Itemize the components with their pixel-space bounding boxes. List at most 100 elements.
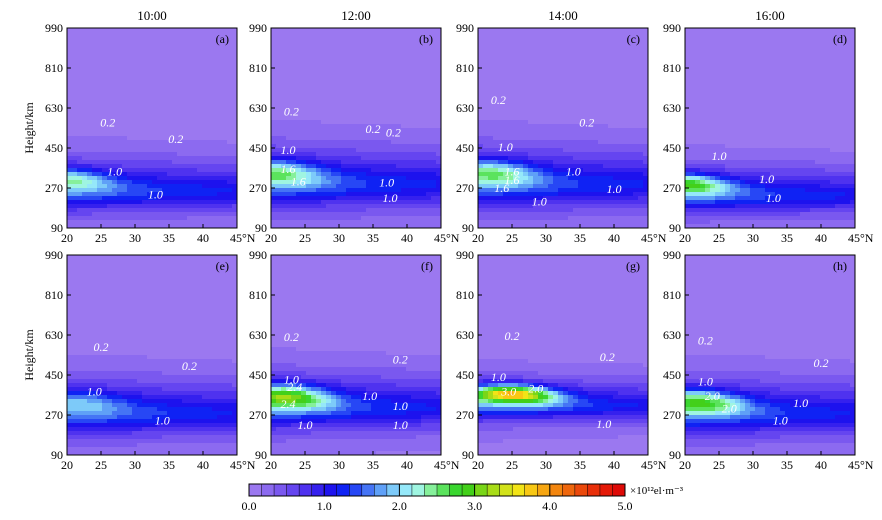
- heat-cell: [222, 192, 228, 197]
- heat-cell: [122, 156, 128, 161]
- heat-cell: [127, 100, 133, 105]
- heat-cell: [222, 44, 228, 49]
- heat-cell: [152, 28, 158, 33]
- heat-cell: [503, 196, 509, 201]
- heat-cell: [311, 52, 317, 57]
- heat-cell: [361, 92, 367, 97]
- heat-cell: [543, 76, 549, 81]
- heat-cell: [588, 96, 594, 101]
- heat-cell: [306, 212, 312, 217]
- heat-cell: [513, 104, 519, 109]
- heat-cell: [227, 204, 233, 209]
- heat-cell: [613, 144, 619, 149]
- heat-cell: [182, 176, 188, 181]
- heat-cell: [401, 44, 407, 49]
- heat-cell: [538, 76, 544, 81]
- heat-cell: [102, 156, 108, 161]
- heat-cell: [578, 128, 584, 133]
- heat-cell: [182, 164, 188, 169]
- heat-cell: [296, 52, 302, 57]
- heat-cell: [598, 160, 604, 165]
- heat-cell: [152, 172, 158, 177]
- heat-cell: [132, 176, 138, 181]
- heat-cell: [112, 144, 118, 149]
- heat-cell: [197, 108, 203, 113]
- heat-cell: [142, 44, 148, 49]
- heat-cell: [488, 76, 494, 81]
- heat-cell: [588, 84, 594, 89]
- heat-cell: [386, 76, 392, 81]
- heat-cell: [112, 168, 118, 173]
- heat-cell: [301, 224, 307, 228]
- heat-cell: [528, 96, 534, 101]
- heat-cell: [598, 200, 604, 205]
- heat-cell: [391, 152, 397, 157]
- heat-cell: [548, 104, 554, 109]
- heat-cell: [411, 116, 417, 121]
- heat-cell: [192, 72, 198, 77]
- heat-cell: [361, 96, 367, 101]
- heat-cell: [401, 104, 407, 109]
- heat-cell: [421, 104, 427, 109]
- heat-cell: [401, 152, 407, 157]
- heat-cell: [416, 132, 422, 137]
- heat-cell: [436, 200, 441, 205]
- heat-cell: [137, 52, 143, 57]
- heat-cell: [426, 180, 432, 185]
- heat-cell: [97, 196, 103, 201]
- heat-cell: [281, 200, 287, 205]
- heat-cell: [321, 156, 327, 161]
- heat-cell: [361, 116, 367, 121]
- heat-cell: [376, 60, 382, 65]
- heat-cell: [518, 92, 524, 97]
- heat-cell: [588, 204, 594, 209]
- heat-cell: [152, 124, 158, 129]
- contour-label: 1.0: [383, 191, 398, 205]
- heat-cell: [598, 72, 604, 77]
- heat-cell: [162, 156, 168, 161]
- heat-cell: [157, 88, 163, 93]
- heat-cell: [411, 144, 417, 149]
- heat-cell: [598, 128, 604, 133]
- heat-cell: [618, 112, 624, 117]
- heat-cell: [72, 36, 78, 41]
- heat-cell: [311, 88, 317, 93]
- heat-cell: [568, 120, 574, 125]
- heat-cell: [361, 64, 367, 69]
- heat-cell: [212, 208, 218, 213]
- heat-cell: [311, 184, 317, 189]
- heat-cell: [187, 164, 193, 169]
- heat-cell: [331, 56, 337, 61]
- heat-cell: [102, 52, 108, 57]
- heat-cell: [643, 68, 648, 73]
- heat-cell: [217, 212, 223, 217]
- heat-cell: [478, 48, 484, 53]
- heat-cell: [371, 216, 377, 221]
- heat-cell: [478, 44, 484, 49]
- heat-cell: [142, 136, 148, 141]
- heat-cell: [613, 184, 619, 189]
- heat-cell: [227, 84, 233, 89]
- heat-cell: [132, 132, 138, 137]
- heat-cell: [603, 188, 609, 193]
- heat-cell: [478, 76, 484, 81]
- heat-cell: [331, 44, 337, 49]
- heat-cell: [376, 68, 382, 73]
- heat-cell: [351, 196, 357, 201]
- heat-cell: [291, 108, 297, 113]
- heat-cell: [366, 44, 372, 49]
- heat-cell: [187, 100, 193, 105]
- heat-cell: [528, 184, 534, 189]
- heat-cell: [137, 168, 143, 173]
- heat-cell: [212, 216, 218, 221]
- heat-cell: [431, 68, 437, 73]
- heat-cell: [406, 140, 412, 145]
- heat-cell: [578, 80, 584, 85]
- heat-cell: [543, 204, 549, 209]
- heat-cell: [386, 56, 392, 61]
- heat-cell: [341, 216, 347, 221]
- heat-cell: [217, 192, 223, 197]
- heat-cell: [331, 48, 337, 53]
- heat-cell: [488, 188, 494, 193]
- heat-cell: [137, 84, 143, 89]
